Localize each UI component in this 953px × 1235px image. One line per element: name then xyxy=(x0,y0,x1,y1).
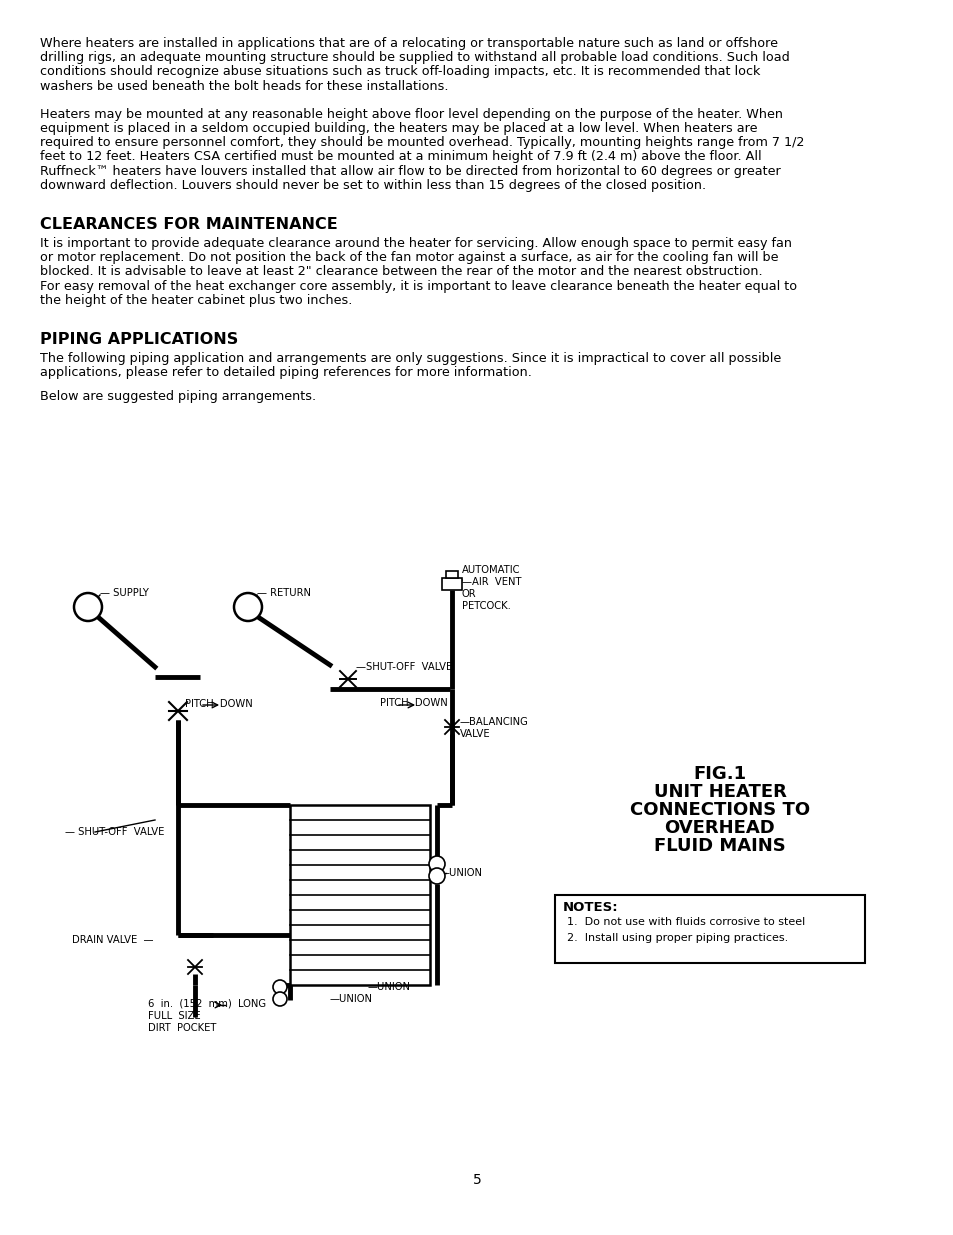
Text: UNIT HEATER: UNIT HEATER xyxy=(653,783,785,802)
Text: or motor replacement. Do not position the back of the fan motor against a surfac: or motor replacement. Do not position th… xyxy=(40,251,778,264)
Circle shape xyxy=(429,868,444,884)
Text: —SHUT-OFF  VALVE: —SHUT-OFF VALVE xyxy=(355,662,452,672)
Text: washers be used beneath the bolt heads for these installations.: washers be used beneath the bolt heads f… xyxy=(40,79,448,93)
Text: AUTOMATIC: AUTOMATIC xyxy=(461,564,520,576)
Text: Ruffneck™ heaters have louvers installed that allow air flow to be directed from: Ruffneck™ heaters have louvers installed… xyxy=(40,164,780,178)
Text: required to ensure personnel comfort, they should be mounted overhead. Typically: required to ensure personnel comfort, th… xyxy=(40,136,803,149)
Text: Where heaters are installed in applications that are of a relocating or transpor: Where heaters are installed in applicati… xyxy=(40,37,778,49)
Text: FULL  SIZE: FULL SIZE xyxy=(148,1011,200,1021)
Text: 2.  Install using proper piping practices.: 2. Install using proper piping practices… xyxy=(566,932,787,944)
Text: OVERHEAD: OVERHEAD xyxy=(664,819,775,837)
Text: PETCOCK.: PETCOCK. xyxy=(461,601,511,611)
Text: —UNION: —UNION xyxy=(330,994,373,1004)
Text: —UNION: —UNION xyxy=(368,982,411,992)
Text: 5: 5 xyxy=(472,1173,481,1187)
Text: CONNECTIONS TO: CONNECTIONS TO xyxy=(629,802,809,819)
Text: the height of the heater cabinet plus two inches.: the height of the heater cabinet plus tw… xyxy=(40,294,352,306)
Text: blocked. It is advisable to leave at least 2" clearance between the rear of the : blocked. It is advisable to leave at lea… xyxy=(40,266,761,278)
Text: downward deflection. Louvers should never be set to within less than 15 degrees : downward deflection. Louvers should neve… xyxy=(40,179,705,191)
Text: CLEARANCES FOR MAINTENANCE: CLEARANCES FOR MAINTENANCE xyxy=(40,217,337,232)
Text: —BALANCING: —BALANCING xyxy=(459,718,528,727)
Text: Heaters may be mounted at any reasonable height above floor level depending on t: Heaters may be mounted at any reasonable… xyxy=(40,107,782,121)
Bar xyxy=(555,895,864,963)
Text: feet to 12 feet. Heaters CSA certified must be mounted at a minimum height of 7.: feet to 12 feet. Heaters CSA certified m… xyxy=(40,151,760,163)
Text: —AIR  VENT: —AIR VENT xyxy=(461,577,521,587)
Text: FLUID MAINS: FLUID MAINS xyxy=(654,837,785,855)
Circle shape xyxy=(273,992,287,1007)
Text: Below are suggested piping arrangements.: Below are suggested piping arrangements. xyxy=(40,390,315,404)
Text: It is important to provide adequate clearance around the heater for servicing. A: It is important to provide adequate clea… xyxy=(40,237,791,249)
Circle shape xyxy=(429,856,444,872)
Text: PITCH  DOWN: PITCH DOWN xyxy=(379,698,447,708)
Text: PIPING APPLICATIONS: PIPING APPLICATIONS xyxy=(40,332,238,347)
Text: — RETURN: — RETURN xyxy=(256,588,311,598)
Circle shape xyxy=(273,981,287,994)
Text: The following piping application and arrangements are only suggestions. Since it: The following piping application and arr… xyxy=(40,352,781,366)
Text: OR: OR xyxy=(461,589,476,599)
Text: PITCH  DOWN: PITCH DOWN xyxy=(185,699,253,709)
Text: applications, please refer to detailed piping references for more information.: applications, please refer to detailed p… xyxy=(40,367,532,379)
Text: DIRT  POCKET: DIRT POCKET xyxy=(148,1023,216,1032)
Circle shape xyxy=(233,593,262,621)
Text: —UNION: —UNION xyxy=(439,868,482,878)
Text: 6  in.  (152  mm)  LONG: 6 in. (152 mm) LONG xyxy=(148,999,266,1009)
Text: conditions should recognize abuse situations such as truck off-loading impacts, : conditions should recognize abuse situat… xyxy=(40,65,760,78)
Text: VALVE: VALVE xyxy=(459,729,490,739)
Circle shape xyxy=(74,593,102,621)
Text: 1.  Do not use with fluids corrosive to steel: 1. Do not use with fluids corrosive to s… xyxy=(566,918,804,927)
Bar xyxy=(290,805,430,986)
Text: — SUPPLY: — SUPPLY xyxy=(100,588,149,598)
Text: equipment is placed in a seldom occupied building, the heaters may be placed at : equipment is placed in a seldom occupied… xyxy=(40,122,757,135)
Text: drilling rigs, an adequate mounting structure should be supplied to withstand al: drilling rigs, an adequate mounting stru… xyxy=(40,51,789,64)
Bar xyxy=(446,571,457,578)
Bar xyxy=(441,578,461,590)
Text: — SHUT-OFF  VALVE: — SHUT-OFF VALVE xyxy=(65,827,164,837)
Text: DRAIN VALVE  —: DRAIN VALVE — xyxy=(71,935,153,945)
Text: For easy removal of the heat exchanger core assembly, it is important to leave c: For easy removal of the heat exchanger c… xyxy=(40,279,797,293)
Text: NOTES:: NOTES: xyxy=(562,902,618,914)
Text: FIG.1: FIG.1 xyxy=(693,764,746,783)
